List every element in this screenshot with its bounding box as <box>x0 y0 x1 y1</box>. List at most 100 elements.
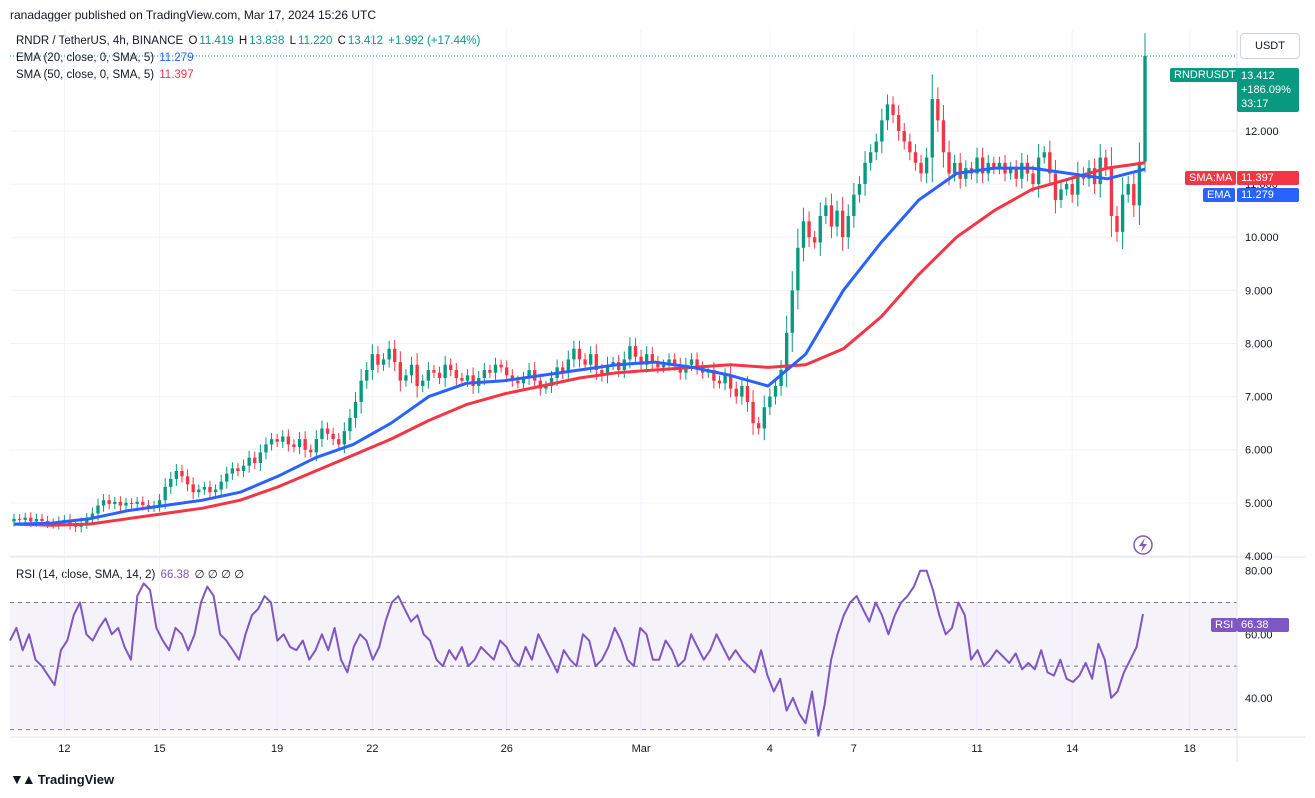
candle-body <box>852 194 856 216</box>
candle-body <box>936 99 940 121</box>
candle-body <box>421 380 425 386</box>
candle-body <box>773 385 778 397</box>
rsi-extra: ∅ ∅ ∅ ∅ <box>194 569 245 581</box>
candle-body <box>1126 184 1130 195</box>
candle-body <box>902 130 906 142</box>
time-tick-label: 22 <box>366 743 378 755</box>
candle-body <box>124 502 128 506</box>
candle-body <box>1064 184 1069 190</box>
brand-name: TradingView <box>37 771 115 787</box>
candle-body <box>583 359 587 365</box>
candle-body <box>1048 152 1052 174</box>
rsi-value: 66.38 <box>160 569 190 581</box>
price-tick-label: 12.000 <box>1245 126 1279 138</box>
candle-body <box>370 354 375 371</box>
candle-body <box>101 500 106 506</box>
candle-body <box>376 354 380 365</box>
candle-body <box>930 99 934 158</box>
candle-body <box>107 500 111 504</box>
candle-body <box>90 513 95 519</box>
symbol-legend: RNDR / TetherUS, 4h, BINANCE O 11.419 H 13… <box>16 35 482 47</box>
candle-body <box>465 375 470 381</box>
candle-body <box>510 375 514 381</box>
candle-body <box>275 439 279 442</box>
grid <box>10 30 1237 736</box>
candle-body <box>241 465 246 471</box>
candle-body <box>952 162 957 174</box>
candle-body <box>163 486 167 501</box>
ema-legend[interactable]: EMA (20, close, 0, SMA, 5) 11.279 <box>16 52 196 64</box>
candle-body <box>975 157 979 174</box>
candle-body <box>415 364 419 386</box>
candle-body <box>756 423 761 429</box>
candle-body <box>12 518 16 522</box>
candle-body <box>482 370 486 379</box>
candle-body <box>908 141 912 153</box>
candle-body <box>673 359 677 365</box>
candle-body <box>572 348 576 360</box>
sma-line <box>13 161 1146 527</box>
candle-body <box>835 210 839 227</box>
candles <box>12 33 1147 533</box>
last-change: +186.09% <box>1241 84 1291 96</box>
price-tick-label: 5.000 <box>1245 498 1273 510</box>
candle-body <box>740 385 744 397</box>
candle-body <box>762 407 766 429</box>
candle-body <box>236 468 240 471</box>
rsi-legend[interactable]: RSI (14, close, SMA, 14, 2) 66.38 ∅ ∅ ∅ … <box>16 567 246 581</box>
candle-body <box>896 115 901 131</box>
tradingview-logo-icon: ▼▲ <box>10 771 36 787</box>
candle-body <box>611 362 615 365</box>
tradingview-logo[interactable]: ▼▲ TradingView <box>10 771 114 787</box>
candle-body <box>96 505 100 514</box>
candle-body <box>309 449 313 453</box>
candle-body <box>723 375 727 384</box>
sma-axis-tag-label: SMA:MA <box>1185 171 1237 185</box>
currency-button[interactable]: USDT <box>1240 33 1300 59</box>
candle-body <box>544 385 548 389</box>
candle-body <box>129 502 134 504</box>
candle-body <box>566 359 570 373</box>
rsi-tick-label: 80.00 <box>1245 566 1273 578</box>
candle-body <box>320 428 324 440</box>
rsi-tick-label: 60.00 <box>1245 629 1273 641</box>
candle-body <box>639 356 643 365</box>
candle-body <box>471 375 475 386</box>
lightning-icon[interactable] <box>1133 535 1153 555</box>
candle-body <box>1070 184 1074 195</box>
candle-body <box>695 359 699 368</box>
time-tick-label: 11 <box>971 743 982 755</box>
candle-body <box>432 370 436 373</box>
candle-body <box>365 370 369 381</box>
symbol-title[interactable]: RNDR / TetherUS, 4h, BINANCE <box>16 35 184 47</box>
candle-body <box>857 184 862 195</box>
candle-body <box>734 388 738 397</box>
candle-body <box>437 372 442 379</box>
candle-body <box>1104 157 1108 169</box>
candle-body <box>561 367 565 373</box>
open-value: 11.419 <box>199 35 234 47</box>
candle-body <box>656 362 660 368</box>
candle-body <box>863 162 867 185</box>
sma-legend[interactable]: SMA (50, close, 0, SMA, 5) 11.397 <box>16 69 196 81</box>
candle-body <box>768 396 772 408</box>
candle-body <box>661 364 666 368</box>
candle-body <box>521 378 526 384</box>
candle-body <box>919 162 923 174</box>
candle-body <box>650 354 654 363</box>
candle-body <box>1120 194 1125 232</box>
rsi-axis-tag-label: RSI <box>1211 618 1238 632</box>
candle-body <box>337 439 341 445</box>
candle-body <box>941 120 946 153</box>
candle-body <box>286 436 291 445</box>
candle-body <box>717 380 722 384</box>
candle-body <box>645 354 649 365</box>
candle-body <box>913 152 918 163</box>
candle-body <box>314 439 319 453</box>
candle-body <box>404 375 408 381</box>
candle-body <box>426 370 431 381</box>
candle-body <box>23 517 27 520</box>
candle-body <box>292 444 296 448</box>
candle-body <box>331 433 335 440</box>
